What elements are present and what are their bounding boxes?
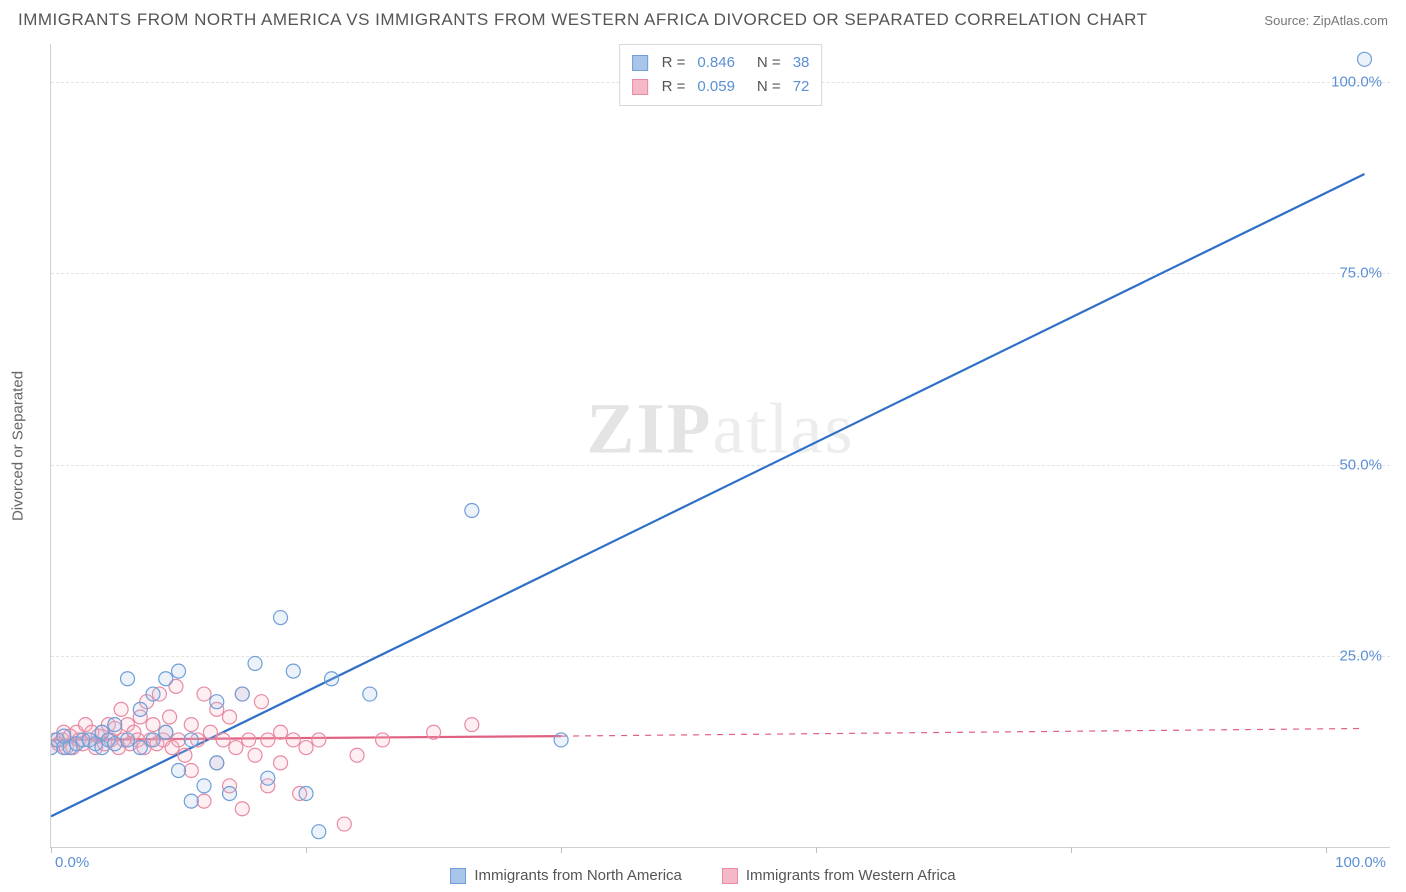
data-point bbox=[312, 733, 326, 747]
legend-label-pink: Immigrants from Western Africa bbox=[746, 867, 956, 884]
data-point bbox=[108, 737, 122, 751]
source-value: ZipAtlas.com bbox=[1313, 13, 1388, 28]
data-point bbox=[197, 779, 211, 793]
swatch-blue bbox=[632, 55, 648, 71]
source-attribution: Source: ZipAtlas.com bbox=[1264, 13, 1388, 28]
plot-area: ZIPatlas R = 0.846 N = 38 R = 0.059 N = … bbox=[50, 44, 1390, 848]
data-point bbox=[210, 756, 224, 770]
r-value-blue: 0.846 bbox=[697, 51, 735, 75]
data-point bbox=[554, 733, 568, 747]
legend-item-blue: Immigrants from North America bbox=[450, 867, 682, 884]
data-point bbox=[235, 802, 249, 816]
data-point bbox=[376, 733, 390, 747]
data-point bbox=[465, 718, 479, 732]
swatch-blue bbox=[450, 868, 466, 884]
data-point bbox=[261, 771, 275, 785]
data-point bbox=[121, 733, 135, 747]
data-point bbox=[178, 748, 192, 762]
legend-row-pink: R = 0.059 N = 72 bbox=[632, 75, 810, 99]
y-axis-label: Divorced or Separated bbox=[10, 371, 27, 521]
legend-label-blue: Immigrants from North America bbox=[474, 867, 682, 884]
r-label: R = bbox=[662, 51, 686, 75]
n-value-pink: 72 bbox=[793, 75, 810, 99]
x-tick-mark bbox=[816, 847, 817, 853]
data-point bbox=[465, 504, 479, 518]
data-point bbox=[159, 672, 173, 686]
data-point bbox=[261, 733, 275, 747]
data-point bbox=[146, 718, 160, 732]
data-point bbox=[172, 733, 186, 747]
data-point bbox=[337, 817, 351, 831]
data-point bbox=[286, 664, 300, 678]
trendline-blue bbox=[51, 174, 1364, 816]
data-point bbox=[184, 764, 198, 778]
x-tick-mark bbox=[1071, 847, 1072, 853]
trendline-pink-dashed bbox=[561, 728, 1364, 736]
data-point bbox=[172, 764, 186, 778]
data-point bbox=[299, 786, 313, 800]
n-label: N = bbox=[757, 51, 781, 75]
series-legend: Immigrants from North America Immigrants… bbox=[0, 867, 1406, 884]
correlation-legend: R = 0.846 N = 38 R = 0.059 N = 72 bbox=[619, 44, 823, 106]
data-point bbox=[274, 611, 288, 625]
data-point bbox=[121, 672, 135, 686]
data-point bbox=[108, 718, 122, 732]
data-point bbox=[163, 710, 177, 724]
x-tick-mark bbox=[561, 847, 562, 853]
data-point bbox=[133, 702, 147, 716]
data-point bbox=[286, 733, 300, 747]
data-point bbox=[274, 725, 288, 739]
data-point bbox=[210, 695, 224, 709]
data-point bbox=[274, 756, 288, 770]
x-tick-mark bbox=[1326, 847, 1327, 853]
data-point bbox=[248, 748, 262, 762]
data-point bbox=[223, 786, 237, 800]
data-point bbox=[133, 741, 147, 755]
data-point bbox=[159, 725, 173, 739]
r-value-pink: 0.059 bbox=[697, 75, 735, 99]
data-point bbox=[197, 687, 211, 701]
swatch-pink bbox=[722, 868, 738, 884]
data-point bbox=[146, 733, 160, 747]
data-point bbox=[184, 718, 198, 732]
r-label: R = bbox=[662, 75, 686, 99]
data-point bbox=[184, 733, 198, 747]
n-label: N = bbox=[757, 75, 781, 99]
data-point bbox=[172, 664, 186, 678]
data-point bbox=[363, 687, 377, 701]
n-value-blue: 38 bbox=[793, 51, 810, 75]
data-point bbox=[325, 672, 339, 686]
legend-row-blue: R = 0.846 N = 38 bbox=[632, 51, 810, 75]
data-point bbox=[350, 748, 364, 762]
data-point bbox=[197, 794, 211, 808]
scatter-svg bbox=[51, 44, 1390, 847]
data-point bbox=[229, 741, 243, 755]
data-point bbox=[235, 687, 249, 701]
data-point bbox=[223, 710, 237, 724]
data-point bbox=[299, 741, 313, 755]
data-point bbox=[146, 687, 160, 701]
legend-item-pink: Immigrants from Western Africa bbox=[722, 867, 956, 884]
data-point bbox=[254, 695, 268, 709]
x-tick-mark bbox=[306, 847, 307, 853]
source-label: Source: bbox=[1264, 13, 1309, 28]
data-point bbox=[427, 725, 441, 739]
data-point bbox=[242, 733, 256, 747]
chart-header: IMMIGRANTS FROM NORTH AMERICA VS IMMIGRA… bbox=[0, 0, 1406, 38]
chart-title: IMMIGRANTS FROM NORTH AMERICA VS IMMIGRA… bbox=[18, 10, 1148, 30]
data-point bbox=[114, 702, 128, 716]
data-point bbox=[216, 733, 230, 747]
swatch-pink bbox=[632, 79, 648, 95]
data-point bbox=[1357, 52, 1371, 66]
x-tick-mark bbox=[51, 847, 52, 853]
data-point bbox=[184, 794, 198, 808]
data-point bbox=[203, 725, 217, 739]
data-point bbox=[248, 656, 262, 670]
data-point bbox=[312, 825, 326, 839]
